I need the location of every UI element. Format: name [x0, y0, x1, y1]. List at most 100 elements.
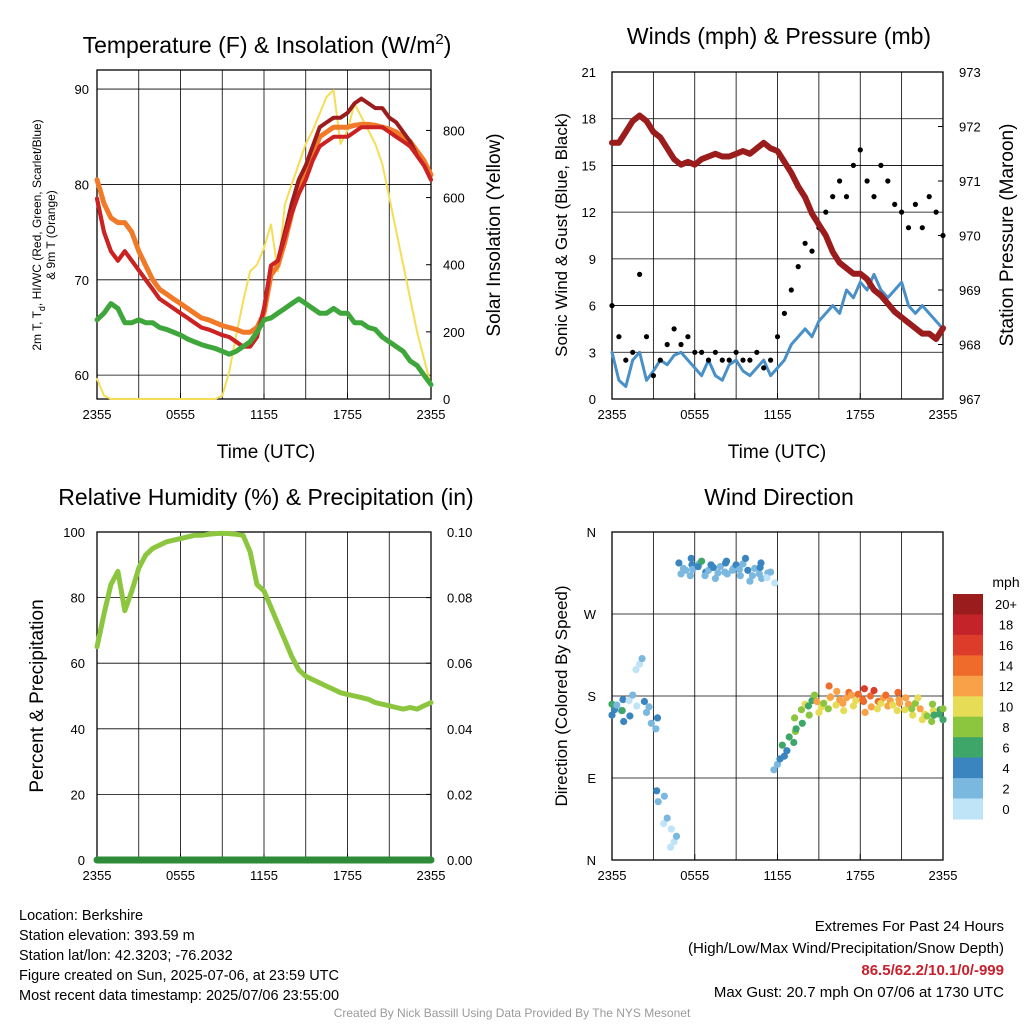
direction-point [832, 701, 840, 709]
direction-point [675, 559, 683, 567]
gust-point [823, 209, 829, 215]
direction-point [670, 838, 678, 846]
colorbar-swatch [953, 716, 983, 738]
gust-point [905, 225, 912, 231]
gust-point [747, 357, 753, 363]
direction-point [792, 725, 800, 733]
pressure-y-tick: 973 [959, 65, 981, 80]
direction-point [746, 577, 754, 585]
humidity-y-tick: 80 [71, 591, 85, 606]
gust-point [637, 271, 643, 277]
wind-y-tick: 18 [582, 112, 596, 127]
direction-ylabel: Direction (Colored By Speed) [552, 585, 571, 806]
direction-point [751, 564, 759, 573]
pressure-line [609, 112, 946, 342]
direction-y-tick: N [587, 853, 596, 868]
station-latlon: Station lat/lon: 42.3203; -76.2032 [19, 948, 233, 964]
insolation-y-tick: 400 [443, 258, 465, 273]
direction-point [810, 691, 819, 699]
wind-xlabel: Time (UTC) [728, 442, 827, 463]
gust-point [795, 264, 801, 270]
direction-point [653, 714, 662, 722]
gust-point [899, 209, 905, 215]
pressure-y-tick: 970 [959, 229, 981, 244]
recent-timestamp: Most recent data timestamp: 2025/07/06 2… [19, 988, 340, 1004]
temperature-ylabel-line2: & 9m T (Orange) [44, 190, 58, 280]
temperature-y-tick: 60 [75, 368, 89, 383]
colorbar-swatch [953, 634, 983, 656]
precip-y-tick: 0.00 [447, 853, 472, 868]
direction-point [756, 563, 764, 572]
direction-point [939, 716, 947, 724]
direction-point [930, 711, 938, 719]
x-tick-label: 2355 [417, 407, 446, 422]
temperature-y-tick: 90 [75, 82, 89, 97]
temp-2m-line [95, 125, 433, 349]
direction-point [852, 697, 860, 705]
insolation-y-tick: 600 [443, 191, 465, 206]
wind-y-tick: 6 [589, 299, 596, 314]
x-tick-label: 2355 [83, 407, 112, 422]
colorbar-label: 2 [1002, 781, 1009, 796]
gust-point [657, 357, 663, 363]
gust-point [933, 209, 939, 215]
direction-point [882, 691, 890, 699]
direction-point [620, 717, 628, 726]
extremes-subtitle: (High/Low/Max Wind/Precipitation/Snow De… [688, 940, 1004, 957]
direction-point [873, 705, 882, 713]
gust-point [664, 341, 670, 348]
wind-panel: Winds (mph) & Pressure (mb) Sonic Wind &… [552, 23, 1018, 463]
colorbar-label: 18 [999, 618, 1013, 633]
colorbar-swatch [953, 614, 983, 636]
direction-point [840, 707, 848, 715]
direction-point [632, 666, 640, 674]
gust-point [912, 201, 919, 207]
direction-point [825, 682, 833, 690]
direction-point [666, 843, 675, 851]
direction-point [916, 705, 924, 713]
colorbar-label: 12 [999, 679, 1013, 694]
pressure-y-tick: 968 [959, 338, 981, 353]
gust-point [940, 232, 946, 239]
wind-y-tick: 12 [582, 205, 596, 220]
precip-y-tick: 0.08 [447, 591, 472, 606]
gust-point [726, 357, 732, 363]
x-tick-label: 1155 [764, 407, 792, 422]
insolation-ylabel: Solar Insolation (Yellow) [484, 133, 505, 336]
gust-point [678, 341, 684, 348]
temperature-title: Temperature (F) & Insolation (W/m2) [83, 31, 452, 58]
direction-point [652, 725, 660, 733]
direction-point [785, 733, 793, 741]
gust-point [864, 178, 870, 184]
direction-point [860, 685, 869, 693]
direction-point [642, 708, 651, 717]
direction-point [867, 703, 875, 711]
direction-point [613, 701, 621, 709]
pressure-ylabel: Station Pressure (Maroon) [997, 124, 1018, 347]
direction-point [660, 792, 669, 800]
colorbar-swatch [953, 696, 983, 718]
temperature-xlabel: Time (UTC) [217, 442, 316, 463]
direction-point [728, 566, 737, 574]
direction-point [813, 697, 821, 706]
direction-point [736, 572, 744, 580]
gust-point [837, 178, 843, 184]
gust-point [623, 357, 629, 363]
direction-point [854, 690, 862, 698]
wind-ylabel: Sonic Wind & Gust (Blue, Black) [552, 113, 571, 357]
x-tick-label: 2355 [83, 868, 112, 883]
station-info: Location: Berkshire Station elevation: 3… [19, 906, 339, 1006]
gust-point [705, 357, 712, 363]
direction-point [827, 693, 835, 701]
direction-point [626, 712, 634, 720]
colorbar-swatch [953, 778, 983, 800]
colorbar-swatch [953, 594, 983, 615]
humidity-y-tick: 100 [63, 525, 85, 540]
gust-point [609, 303, 615, 309]
direction-point [815, 708, 823, 717]
colorbar-swatch [953, 737, 983, 759]
direction-point [791, 714, 799, 722]
direction-point [647, 719, 655, 727]
gust-point [830, 194, 836, 200]
